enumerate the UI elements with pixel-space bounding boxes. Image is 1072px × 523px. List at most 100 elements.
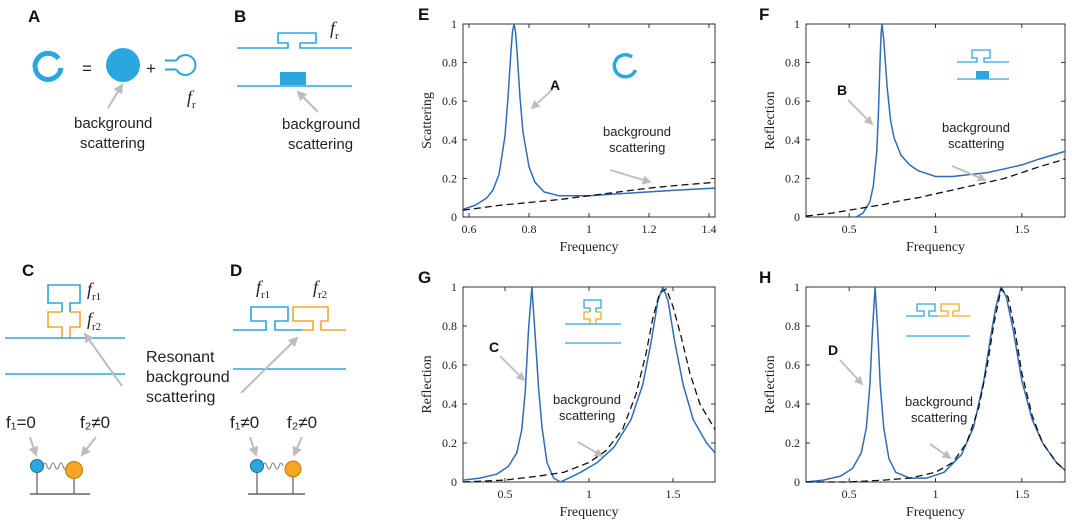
note-line1-g: background [553,392,621,407]
note-a-line2: scattering [80,135,145,152]
ytick-label-h-3: 0.6 [785,358,800,372]
axes-box-g [462,286,716,483]
xtick-label-f-1: 1 [933,222,939,236]
chart-h: H 0 0.2 0.4 0.6 0.8 1 0.5 1 1.5 Frequency Reflectio… [759,268,1066,520]
curve-tag-arrow-h [839,359,864,386]
axes-box-f [805,23,1066,218]
xlabel-g: Frequency [559,505,618,520]
resonant-note-line1: Resonant [146,349,215,366]
note-b-line2: scattering [288,136,353,153]
ytick-label-f-4: 0.8 [785,56,800,70]
panel-c: C fr1 fr2 f₁=0 f₂≠0 [5,261,125,495]
ytick-label-g-4: 0.8 [442,319,457,333]
xtick-label-g-2: 1.5 [666,487,681,501]
spring-c [42,462,68,470]
mass-2-d [284,460,302,478]
ytick-label-f-5: 1 [794,17,800,31]
ytick-label-g-0: 0 [451,475,457,489]
fr-symbol-a: fr [187,87,196,111]
curve-tag-arrow-f [847,99,874,126]
fr-symbol-b: fr [330,18,339,42]
resonant-note-line3: scattering [146,389,215,406]
resonator-2-d [292,306,346,331]
panel-label-e: E [418,5,429,24]
note-b-line1: background [282,116,360,133]
series-resonant-g [462,286,716,483]
fr1-symbol-d: fr1 [256,277,270,301]
curve-tag-arrow-e [530,89,553,110]
xtick-label-g-0: 0.5 [498,487,513,501]
ytick-label-f-3: 0.6 [785,94,800,108]
inset-resonator-2-h [938,303,970,317]
panel-a: A = + fr background scattering [28,7,197,152]
ytick-label-e-1: 0.2 [442,171,457,185]
fr2-symbol-d: fr2 [313,277,327,301]
xlabel-h: Frequency [906,505,965,520]
ytick-label-e-3: 0.6 [442,94,457,108]
curve-tag-h: D [828,342,838,358]
ytick-label-f-2: 0.4 [785,133,800,147]
resonant-background-note: Resonant background scattering [146,349,230,406]
arrow-d [240,336,299,394]
panel-d: D fr1 fr2 f₁≠0 f₂≠0 [230,261,346,495]
ytick-label-e-0: 0 [451,210,457,224]
ytick-label-g-2: 0.4 [442,397,457,411]
chart-e: E 0 0.2 0.4 0.6 0.8 1 0.6 0.8 1 1.2 1.4 Frequency Sca… [418,5,717,255]
split-ring-icon [175,54,197,76]
background-stub-icon [280,72,306,85]
mass-1-c [30,459,44,473]
ylabel-f: Reflection [763,91,778,149]
note-line1-f: background [942,120,1010,135]
panel-d-label: D [230,261,242,280]
arrow-a [107,83,124,109]
ring-resonator-icon [32,50,64,82]
series-background-e [462,181,716,211]
arrow-b [296,90,319,113]
ytick-label-e-2: 0.4 [442,133,457,147]
ytick-label-e-5: 1 [451,17,457,31]
xtick-label-g-1: 1 [586,487,592,501]
lower-resonator-icon [47,311,81,338]
panel-c-label: C [22,261,34,280]
arrow-f1-c [28,436,39,457]
inset-upper-resonator-g [583,299,602,312]
panel-b: B fr background scattering [234,7,360,153]
ytick-label-h-5: 1 [794,280,800,294]
inset-stub-resonator-f [957,49,1009,63]
note-arrow-e [609,169,652,185]
note-line1-h: background [905,394,973,409]
ylabel-e: Scattering [420,92,435,149]
note-a-line1: background [74,115,152,132]
curve-tag-g: C [489,339,499,355]
inset-lower-resonator-g [583,311,602,324]
xtick-label-f-2: 1.5 [1014,222,1029,236]
panel-label-f: F [759,5,769,24]
panel-label-g: G [418,268,431,287]
ytick-label-h-2: 0.4 [785,397,800,411]
xtick-label-e-0: 0.6 [462,222,477,236]
ytick-label-g-5: 1 [451,280,457,294]
f2-label-d: f₂≠0 [287,413,317,432]
inset-background-stub-f [976,71,989,79]
xtick-label-h-0: 0.5 [842,487,857,501]
curve-tag-arrow-g [499,355,526,382]
note-arrow-h [929,443,952,460]
curve-tag-e: A [550,77,560,93]
note-line2-h: scattering [911,410,967,425]
note-line2-e: scattering [609,140,665,155]
ytick-label-h-0: 0 [794,475,800,489]
ytick-label-g-1: 0.2 [442,436,457,450]
ytick-label-f-1: 0.2 [785,171,800,185]
ytick-label-g-3: 0.6 [442,358,457,372]
series-resonant-h [805,286,1066,483]
mass-1-d [250,459,264,473]
inset-resonator-1-h [906,303,938,317]
note-line2-g: scattering [559,408,615,423]
equals-sign: = [82,59,92,78]
note-line2-f: scattering [948,136,1004,151]
plus-sign: + [146,59,156,78]
f1-label-d: f₁≠0 [230,413,259,432]
xlabel-f: Frequency [906,240,965,255]
inset-ring-icon-e [612,53,638,79]
